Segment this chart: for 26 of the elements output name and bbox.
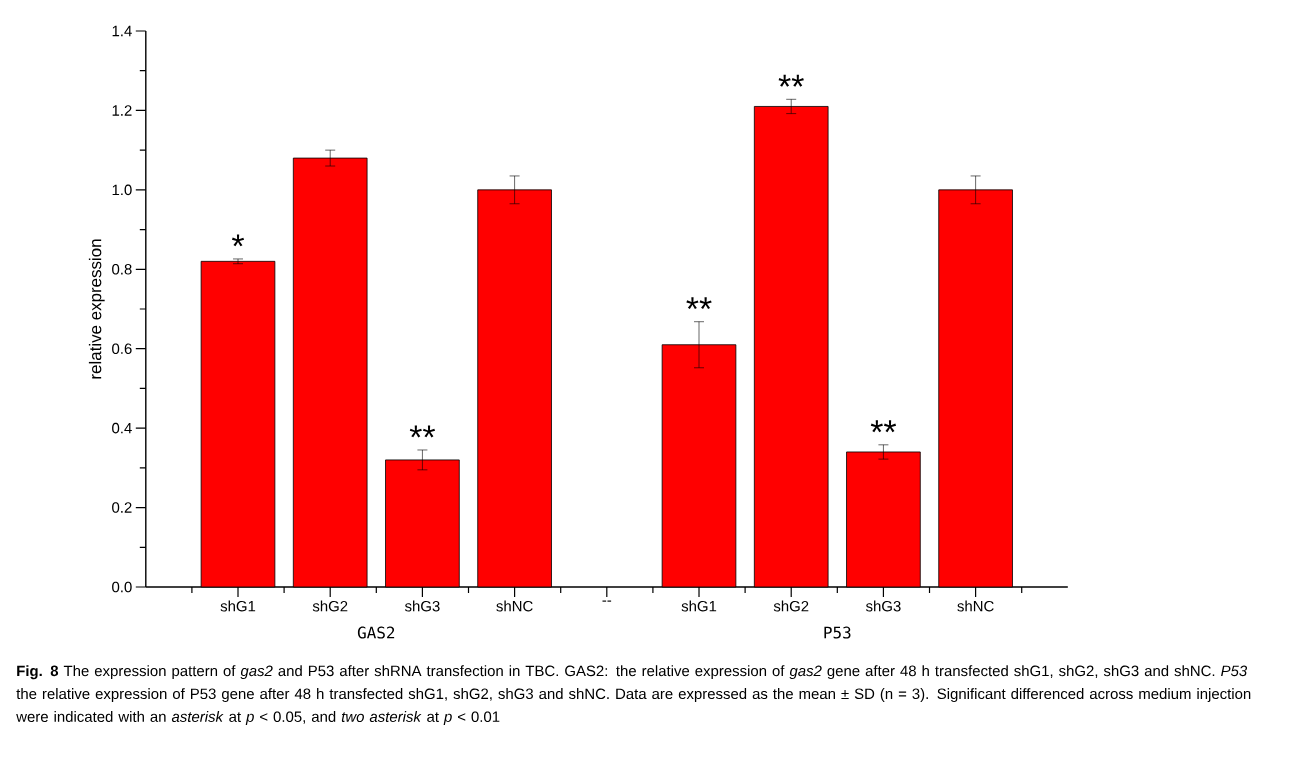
data-label: ** xyxy=(409,425,436,438)
y-tick-label: 0.2 xyxy=(112,502,132,513)
y-tick-label: 1.4 xyxy=(112,25,132,37)
data-label: ** xyxy=(870,420,897,433)
text: Fig. 8 The expression pattern of gas2 and P53 after shRNA transfection in TBC. GAS2: the relative expression of gas2 gene after 48 h transfected shG1, shG2, shG3 and shNC. P53 the relative expression of P53 gene after 48 h transfected shG1, shG2, shG3 and shNC. Data are expressed as the mean ± SD (n = 3). Significant differenced across medium injection were indicated with an asterisk at p < 0.05, and two asterisk at p < 0.01 xyxy=(16,665,1251,725)
x-tick-label: shG2 xyxy=(312,600,348,612)
x-tick-label: -- xyxy=(602,600,612,602)
x-tick-label: shNC xyxy=(957,600,994,612)
x-tick-label: shG1 xyxy=(220,600,256,612)
x-tick-label: shG3 xyxy=(865,600,901,612)
y-tick-label: 1.2 xyxy=(112,105,132,116)
y-tick-label: 0.8 xyxy=(112,263,132,275)
data-label: * xyxy=(231,234,245,247)
x-tick-label: shG3 xyxy=(404,600,440,612)
x-tick-label: shG2 xyxy=(773,600,809,612)
x-tick-label: shG1 xyxy=(681,600,717,612)
y-axis-title: relative expression xyxy=(88,239,105,379)
x-tick-label: shNC xyxy=(496,600,533,612)
y-tick-label: 1.0 xyxy=(112,184,132,196)
data-label: ** xyxy=(778,74,804,87)
text: GAS2 xyxy=(357,626,395,639)
y-tick-label: 0.0 xyxy=(112,581,132,593)
text: P53 xyxy=(824,626,851,639)
data-label: ** xyxy=(686,297,712,310)
y-tick-label: 0.6 xyxy=(112,343,132,354)
y-tick-label: 0.4 xyxy=(112,422,132,434)
